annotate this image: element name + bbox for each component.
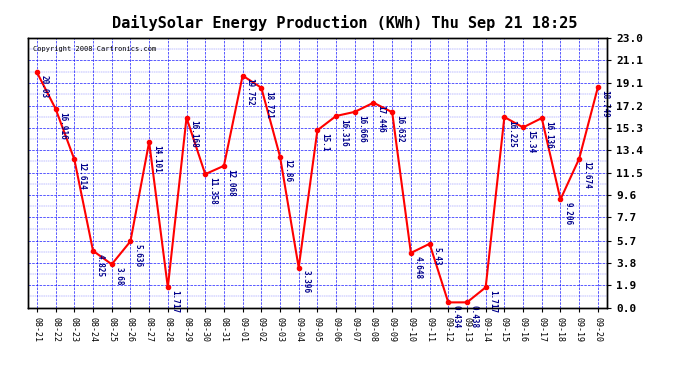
- Text: 0.434: 0.434: [451, 305, 460, 328]
- Text: 0.438: 0.438: [470, 305, 479, 328]
- Text: 16.916: 16.916: [59, 112, 68, 140]
- Text: 1.717: 1.717: [489, 290, 497, 313]
- Text: 3.68: 3.68: [115, 267, 124, 286]
- Text: 4.648: 4.648: [414, 256, 423, 279]
- Text: 18.721: 18.721: [264, 90, 273, 118]
- Text: 9.206: 9.206: [563, 202, 572, 225]
- Text: 16.225: 16.225: [507, 120, 516, 147]
- Text: 1.717: 1.717: [170, 290, 179, 313]
- Text: 16.168: 16.168: [189, 120, 198, 148]
- Text: 20.03: 20.03: [40, 75, 49, 98]
- Text: 14.101: 14.101: [152, 145, 161, 172]
- Text: 15.1: 15.1: [320, 133, 329, 152]
- Text: 15.34: 15.34: [526, 130, 535, 153]
- Text: 16.136: 16.136: [544, 121, 553, 148]
- Text: 5.636: 5.636: [133, 244, 142, 267]
- Text: DailySolar Energy Production (KWh) Thu Sep 21 18:25: DailySolar Energy Production (KWh) Thu S…: [112, 15, 578, 31]
- Text: 12.86: 12.86: [283, 159, 292, 183]
- Text: 12.068: 12.068: [227, 169, 236, 196]
- Text: 16.666: 16.666: [357, 115, 366, 142]
- Text: 17.446: 17.446: [376, 105, 385, 133]
- Text: 11.358: 11.358: [208, 177, 217, 205]
- Text: 16.632: 16.632: [395, 115, 404, 143]
- Text: 12.614: 12.614: [77, 162, 86, 190]
- Text: 12.674: 12.674: [582, 162, 591, 189]
- Text: 18.749: 18.749: [600, 90, 610, 118]
- Text: 4.825: 4.825: [96, 254, 105, 277]
- Text: 19.752: 19.752: [246, 78, 255, 106]
- Text: Copyright 2008 Cartronics.com: Copyright 2008 Cartronics.com: [33, 46, 157, 52]
- Text: 3.396: 3.396: [302, 270, 310, 294]
- Text: 16.316: 16.316: [339, 119, 348, 147]
- Text: 5.43: 5.43: [433, 246, 442, 265]
